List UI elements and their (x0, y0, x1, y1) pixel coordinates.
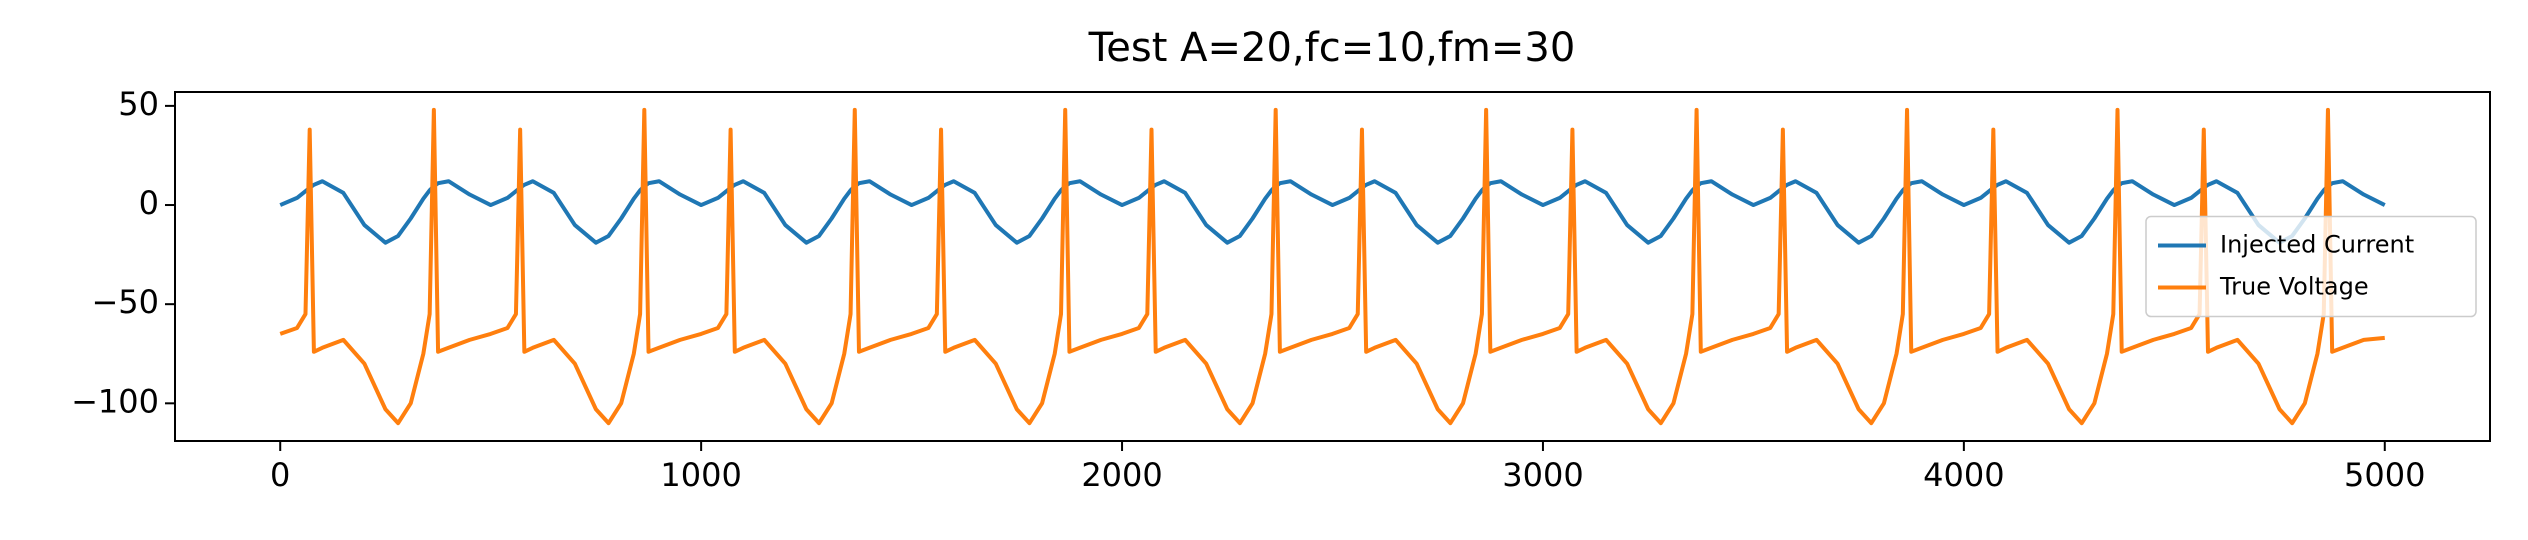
chart-title: Test A=20,fc=10,fm=30 (1088, 25, 1576, 71)
y-tick-label: −50 (91, 283, 159, 321)
x-tick-label: 3000 (1502, 456, 1583, 494)
legend-box (2145, 215, 2477, 318)
plot-frame (174, 91, 2491, 442)
legend-label: Injected Current (2220, 231, 2414, 259)
x-tick-label: 5000 (2344, 456, 2425, 494)
legend: Injected Current True Voltage (2145, 215, 2477, 318)
x-tick-label: 0 (270, 456, 290, 494)
y-tick-label: 0 (139, 184, 159, 222)
series-line (279, 107, 2385, 426)
y-tick-label: 50 (118, 85, 159, 123)
x-tick-label: 4000 (1923, 456, 2004, 494)
legend-label: True Voltage (2219, 273, 2369, 301)
x-tick-label: 1000 (660, 456, 741, 494)
y-tick-label: −100 (71, 382, 159, 420)
x-tick-label: 2000 (1081, 456, 1162, 494)
series-line (279, 179, 2386, 245)
